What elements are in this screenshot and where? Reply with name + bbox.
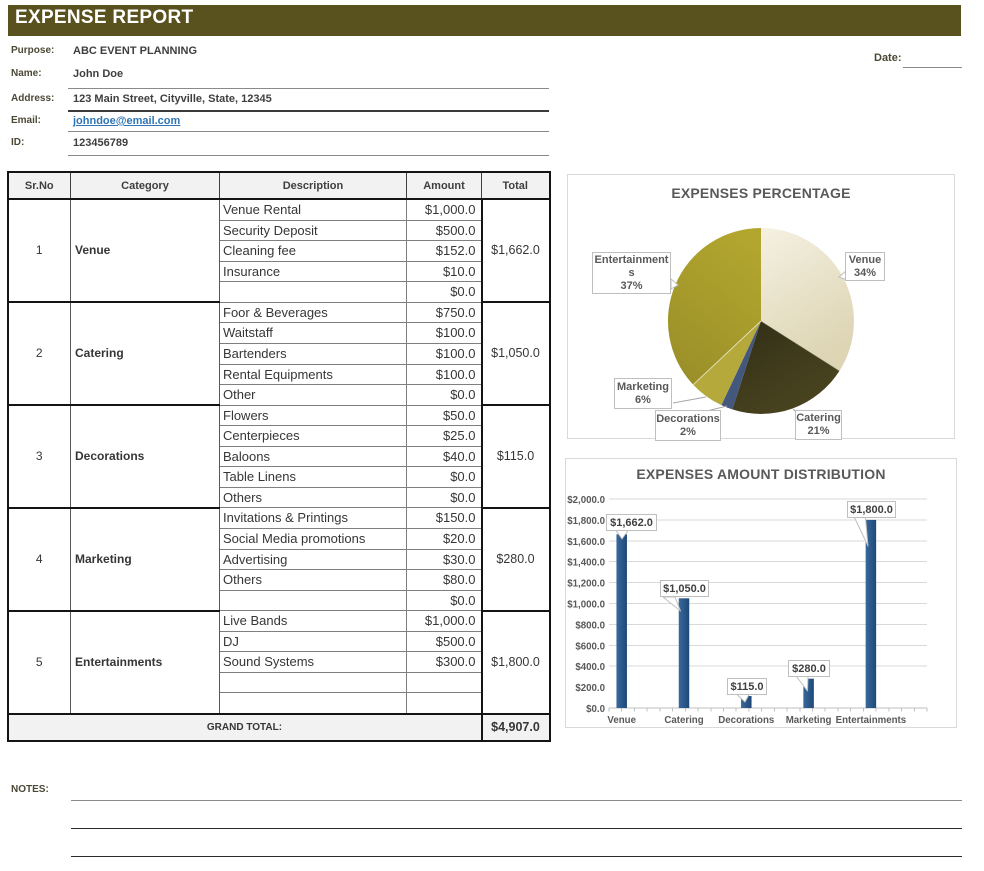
svg-text:$400.0: $400.0 bbox=[575, 662, 605, 673]
svg-text:Venue: Venue bbox=[607, 715, 636, 726]
svg-text:$1,400.0: $1,400.0 bbox=[567, 558, 605, 569]
svg-text:Decorations: Decorations bbox=[718, 715, 774, 726]
svg-text:$200.0: $200.0 bbox=[575, 683, 605, 694]
svg-text:$800.0: $800.0 bbox=[575, 620, 605, 631]
svg-text:$1,800.0: $1,800.0 bbox=[567, 516, 605, 527]
svg-text:Entertainments: Entertainments bbox=[836, 715, 907, 726]
svg-text:$1,600.0: $1,600.0 bbox=[567, 537, 605, 548]
svg-text:$600.0: $600.0 bbox=[575, 641, 605, 652]
svg-text:$1,200.0: $1,200.0 bbox=[567, 579, 605, 590]
svg-text:EXPENSES PERCENTAGE: EXPENSES PERCENTAGE bbox=[671, 185, 850, 201]
svg-text:EXPENSES AMOUNT DISTRIBUTION: EXPENSES AMOUNT DISTRIBUTION bbox=[636, 466, 885, 482]
svg-text:$2,000.0: $2,000.0 bbox=[567, 495, 605, 506]
svg-text:$1,000.0: $1,000.0 bbox=[567, 600, 605, 611]
svg-text:Marketing: Marketing bbox=[786, 715, 832, 726]
svg-text:Catering: Catering bbox=[664, 715, 703, 726]
svg-text:$0.0: $0.0 bbox=[586, 704, 605, 715]
